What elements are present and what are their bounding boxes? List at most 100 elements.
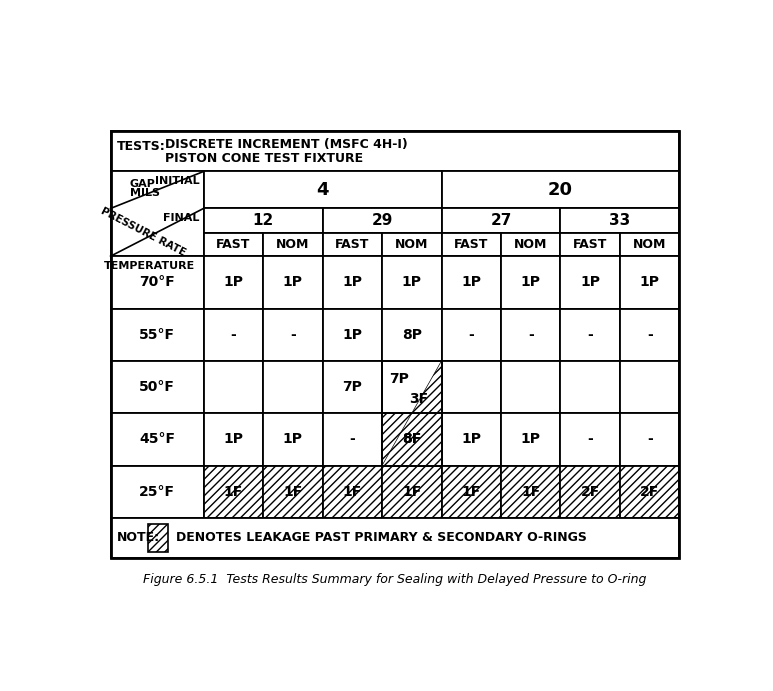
Bar	[382, 413, 441, 466]
Text: FAST: FAST	[335, 238, 369, 251]
Text: 1F: 1F	[342, 485, 362, 499]
Text: NOM: NOM	[395, 238, 428, 251]
Bar	[501, 233, 560, 256]
Text: 1P: 1P	[342, 328, 363, 342]
Bar	[382, 233, 441, 256]
Bar	[322, 413, 382, 466]
Text: 1P: 1P	[461, 275, 482, 290]
Text: NOM: NOM	[633, 238, 666, 251]
Text: 1P: 1P	[283, 275, 303, 290]
Bar	[620, 233, 679, 256]
Text: PISTON CONE TEST FIXTURE: PISTON CONE TEST FIXTURE	[165, 152, 363, 165]
Text: DENOTES LEAKAGE PAST PRIMARY & SECONDARY O-RINGS: DENOTES LEAKAGE PAST PRIMARY & SECONDARY…	[175, 531, 587, 545]
Text: PRESSURE RATE: PRESSURE RATE	[99, 206, 187, 258]
Bar	[382, 256, 441, 308]
Bar	[203, 308, 263, 361]
Bar	[620, 466, 679, 518]
Text: 1F: 1F	[283, 485, 302, 499]
Polygon shape	[382, 361, 441, 466]
Text: 1F: 1F	[402, 485, 421, 499]
Bar	[111, 256, 203, 308]
Text: 1F: 1F	[461, 485, 481, 499]
Bar	[560, 256, 620, 308]
Bar	[560, 466, 620, 518]
Bar	[382, 361, 441, 413]
Bar	[322, 209, 441, 233]
Text: 4: 4	[316, 181, 329, 199]
Bar	[560, 209, 679, 233]
Bar	[203, 209, 322, 233]
Text: 20: 20	[548, 181, 573, 199]
Text: 25°F: 25°F	[139, 485, 175, 499]
Bar	[501, 361, 560, 413]
Text: 33: 33	[609, 214, 631, 228]
Bar	[263, 361, 322, 413]
Text: 70°F: 70°F	[139, 275, 175, 290]
Text: 8F: 8F	[402, 433, 421, 446]
Text: 2F: 2F	[640, 485, 659, 499]
Text: -: -	[349, 433, 355, 446]
Bar	[111, 413, 203, 466]
Bar	[382, 466, 441, 518]
Bar	[560, 233, 620, 256]
Bar	[111, 361, 203, 413]
Text: 29: 29	[371, 214, 393, 228]
Bar	[441, 171, 679, 209]
Text: 8P: 8P	[402, 328, 422, 342]
Bar	[560, 308, 620, 361]
Text: GAP: GAP	[130, 179, 156, 189]
Text: FINAL: FINAL	[163, 213, 199, 223]
Bar	[111, 131, 679, 171]
Text: 1P: 1P	[581, 275, 600, 290]
Bar	[382, 413, 441, 466]
Text: NOM: NOM	[514, 238, 547, 251]
Text: -: -	[468, 328, 474, 342]
Text: 1P: 1P	[521, 275, 541, 290]
Bar	[501, 466, 560, 518]
Bar	[501, 256, 560, 308]
Text: 12: 12	[253, 214, 274, 228]
Bar	[148, 524, 168, 552]
Text: FAST: FAST	[216, 238, 250, 251]
Bar	[501, 308, 560, 361]
Bar	[203, 466, 263, 518]
Bar	[441, 256, 501, 308]
Bar	[263, 233, 322, 256]
Text: DISCRETE INCREMENT (MSFC 4H-I): DISCRETE INCREMENT (MSFC 4H-I)	[165, 138, 407, 151]
Bar	[203, 413, 263, 466]
Bar	[441, 413, 501, 466]
Bar	[441, 233, 501, 256]
Text: -: -	[587, 433, 593, 446]
Text: 8F: 8F	[402, 433, 421, 446]
Bar	[620, 256, 679, 308]
Text: NOM: NOM	[276, 238, 309, 251]
Bar	[203, 171, 441, 209]
Bar	[263, 256, 322, 308]
Text: 45°F: 45°F	[139, 433, 175, 446]
Text: 50°F: 50°F	[139, 380, 175, 394]
Bar	[111, 131, 679, 558]
Text: 7P: 7P	[342, 380, 363, 394]
Text: MILS: MILS	[130, 189, 160, 198]
Bar	[263, 308, 322, 361]
Bar	[111, 171, 203, 256]
Bar	[620, 413, 679, 466]
Text: 55°F: 55°F	[139, 328, 175, 342]
Text: 1F: 1F	[223, 485, 243, 499]
Bar	[322, 466, 382, 518]
Text: 1P: 1P	[461, 433, 482, 446]
Bar	[560, 413, 620, 466]
Text: 1P: 1P	[223, 433, 243, 446]
Text: 27: 27	[490, 214, 512, 228]
Text: 1P: 1P	[402, 275, 422, 290]
Bar	[203, 361, 263, 413]
Bar	[382, 361, 441, 413]
Text: TEMPERATURE: TEMPERATURE	[104, 261, 196, 271]
Bar	[322, 361, 382, 413]
Bar	[441, 308, 501, 361]
Bar	[111, 308, 203, 361]
Bar	[620, 361, 679, 413]
Bar	[441, 466, 501, 518]
Text: 3F: 3F	[410, 392, 428, 406]
Text: 1P: 1P	[342, 275, 363, 290]
